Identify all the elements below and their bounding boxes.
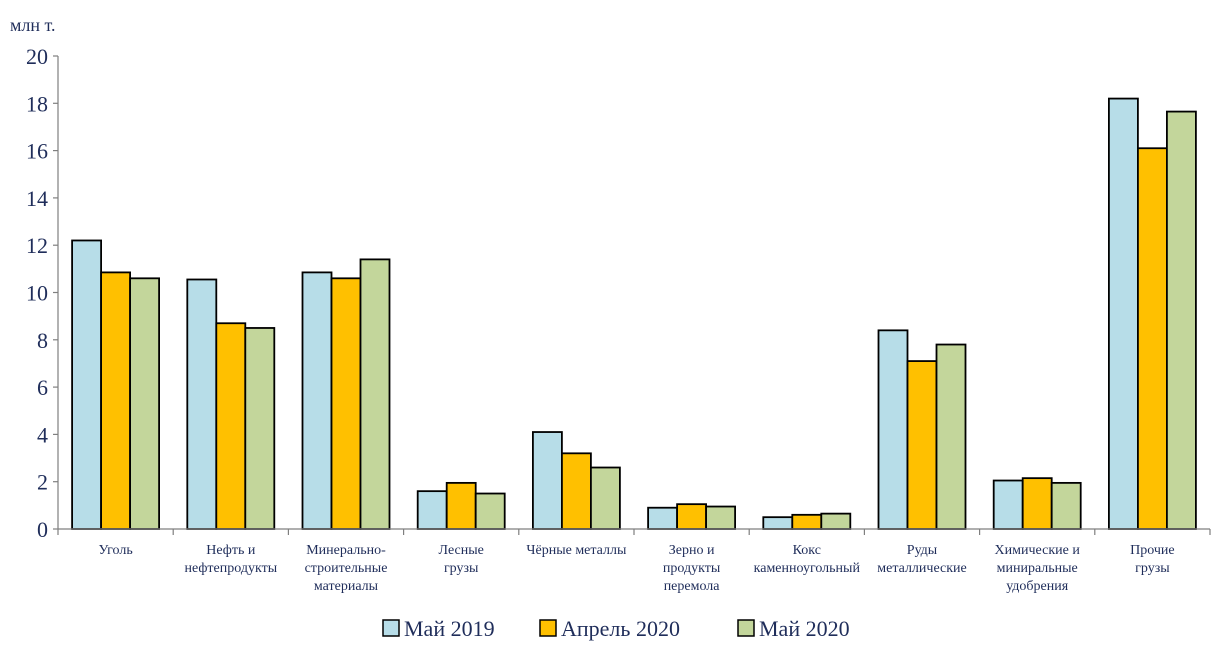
y-tick-label: 20 <box>26 44 48 69</box>
y-tick-label: 10 <box>26 281 48 306</box>
y-tick-label: 4 <box>37 422 48 447</box>
bar <box>877 329 909 530</box>
bar <box>215 322 247 530</box>
x-tick-label: Минерально- <box>306 543 386 558</box>
bar <box>1021 477 1053 530</box>
legend: Май 2019 Апрель 2020 Май 2020 <box>382 616 850 641</box>
x-tick-label: строительные <box>305 561 388 576</box>
bar <box>1137 147 1168 530</box>
x-tick-label: перемола <box>664 579 721 594</box>
x-tick-label: грузы <box>1135 561 1170 576</box>
y-tick-label: 6 <box>37 375 48 400</box>
x-tick-label: нефтепродукты <box>184 561 277 576</box>
x-tick-label: Лесные <box>439 543 484 558</box>
y-tick-label: 14 <box>26 186 48 211</box>
x-tick-label: удобрения <box>1006 579 1069 594</box>
y-tick-label: 12 <box>26 233 48 258</box>
bar <box>445 481 477 530</box>
bar <box>820 512 852 530</box>
bar <box>1108 97 1139 530</box>
x-tick-label: Зерно и <box>669 543 715 558</box>
bar <box>129 277 161 530</box>
x-tick-label: Прочие <box>1130 543 1175 558</box>
bar <box>330 277 362 530</box>
bar <box>1166 110 1197 530</box>
bar <box>791 513 823 530</box>
bar <box>906 360 938 530</box>
x-tick-label: каменноугольный <box>754 561 861 576</box>
y-tick-label: 0 <box>37 517 48 542</box>
legend-swatch <box>737 619 755 637</box>
y-tick-label: 16 <box>26 139 48 164</box>
legend-label: Май 2020 <box>759 616 850 641</box>
bar <box>1050 481 1082 530</box>
y-tick-label: 8 <box>37 328 48 353</box>
bar <box>561 452 592 530</box>
bar <box>705 505 736 530</box>
x-tick-label: Химические и <box>995 543 1081 558</box>
bar <box>532 431 563 530</box>
legend-label: Май 2019 <box>404 616 495 641</box>
bar <box>301 271 333 530</box>
x-tick-label: материалы <box>314 579 379 594</box>
x-tick-label: металлические <box>877 561 967 576</box>
x-tick-label: Кокс <box>793 543 821 558</box>
bars <box>71 97 1197 530</box>
y-axis-ticks: 0 2 4 6 8 10 12 14 16 18 20 <box>26 44 58 542</box>
x-tick-label: Чёрные металлы <box>526 543 627 558</box>
legend-swatch <box>539 619 557 637</box>
bar <box>590 466 621 530</box>
bar <box>992 479 1024 530</box>
x-tick-label: грузы <box>444 561 479 576</box>
y-tick-label: 18 <box>26 91 48 116</box>
x-tick-label: Руды <box>907 543 938 558</box>
x-axis-ticks: Уголь Нефть и нефтепродукты Минерально-стро… <box>57 529 1211 594</box>
x-tick-label: продукты <box>663 561 721 576</box>
bar <box>100 271 131 530</box>
bar <box>186 278 218 530</box>
x-tick-label: Нефть и <box>206 543 256 558</box>
bar <box>359 258 391 530</box>
bar <box>762 516 794 530</box>
bar <box>474 492 506 530</box>
legend-swatch <box>382 619 400 637</box>
y-axis-unit-label: млн т. <box>10 15 56 35</box>
x-tick-label: Уголь <box>98 543 132 558</box>
bar <box>647 506 678 530</box>
bar <box>676 503 707 530</box>
bar <box>244 327 276 530</box>
x-tick-label: миниральные <box>997 561 1078 576</box>
bar <box>935 343 967 530</box>
y-tick-label: 2 <box>37 470 48 495</box>
legend-label: Апрель 2020 <box>561 616 680 641</box>
bar <box>416 490 448 530</box>
bar <box>71 239 102 530</box>
